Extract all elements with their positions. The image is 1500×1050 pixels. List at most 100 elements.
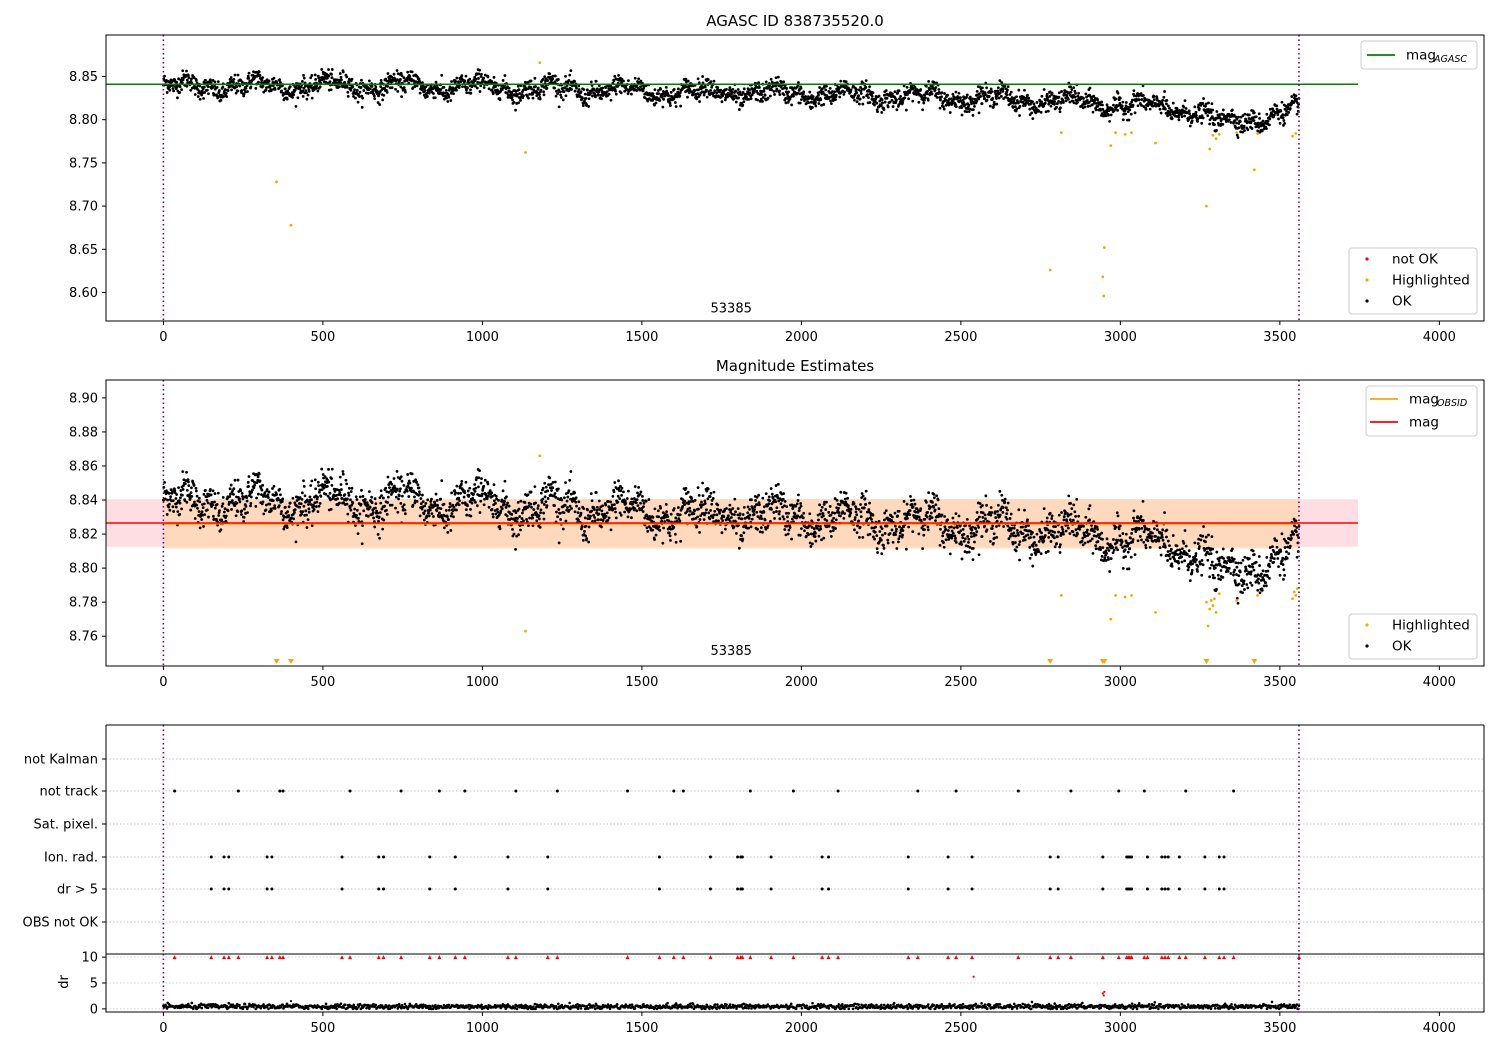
ok-point xyxy=(882,547,886,550)
ok-point xyxy=(327,74,331,78)
ok-point xyxy=(473,490,477,493)
ok-point xyxy=(591,94,594,98)
ok-point xyxy=(577,518,580,522)
ok-point xyxy=(465,513,469,517)
ok-point xyxy=(1005,93,1009,97)
ok-point xyxy=(324,80,328,84)
ok-point xyxy=(738,512,742,516)
ok-point xyxy=(796,91,800,95)
ok-point xyxy=(996,86,1000,90)
ok-point xyxy=(340,497,344,500)
ok-point xyxy=(291,496,295,500)
ok-point xyxy=(782,80,786,84)
ok-point xyxy=(379,489,383,493)
ok-point xyxy=(609,98,613,102)
ok-point xyxy=(550,489,553,492)
ok-point xyxy=(510,90,514,94)
ok-point xyxy=(701,481,705,485)
ok-point xyxy=(740,517,744,521)
ok-point xyxy=(223,88,227,91)
ok-point xyxy=(563,503,567,507)
ok-point xyxy=(641,499,645,502)
ok-point xyxy=(1069,85,1073,89)
ok-point xyxy=(951,92,955,96)
ok-point xyxy=(741,537,745,541)
ok-point xyxy=(168,88,172,92)
ok-point xyxy=(247,475,251,478)
ok-point xyxy=(442,97,446,101)
ok-point xyxy=(396,487,399,491)
ok-point xyxy=(209,493,213,497)
ok-point xyxy=(1294,94,1298,98)
ok-point xyxy=(314,505,318,508)
ok-point xyxy=(518,92,522,95)
ok-point xyxy=(406,70,410,74)
ok-point xyxy=(804,95,808,98)
ok-point xyxy=(1026,93,1029,97)
ok-point xyxy=(205,88,209,92)
ok-point xyxy=(644,499,648,503)
ok-point xyxy=(469,507,472,511)
ok-point xyxy=(643,516,647,520)
ok-point xyxy=(399,475,403,479)
ok-point xyxy=(704,511,708,515)
ok-point xyxy=(705,508,708,512)
ok-point xyxy=(1043,101,1047,105)
highlighted-point xyxy=(1048,268,1052,272)
ok-point xyxy=(778,510,781,513)
ok-point xyxy=(620,77,624,81)
ok-point xyxy=(862,506,866,510)
ok-point xyxy=(339,75,343,79)
ok-point xyxy=(855,91,859,95)
ok-point xyxy=(854,505,857,508)
ok-point xyxy=(1283,121,1287,125)
ok-point xyxy=(1281,113,1285,117)
panel-1-annotation: 53385 xyxy=(711,301,752,316)
ok-point xyxy=(543,495,547,499)
panel-1-title: AGASC ID 838735520.0 xyxy=(706,12,884,30)
ok-point xyxy=(451,503,455,507)
ok-point xyxy=(679,539,683,543)
ok-point xyxy=(187,480,190,484)
ok-point xyxy=(853,516,857,519)
ok-point xyxy=(667,94,671,98)
ok-point xyxy=(384,486,388,490)
ok-point xyxy=(292,93,296,97)
ok-point xyxy=(349,490,353,493)
ok-point xyxy=(577,500,581,504)
ok-point xyxy=(310,524,314,527)
ok-point xyxy=(220,518,224,522)
ok-point xyxy=(330,483,334,487)
ok-point xyxy=(841,510,845,514)
ok-point xyxy=(737,108,741,111)
ok-point xyxy=(924,84,928,88)
ok-point xyxy=(668,534,672,538)
ok-point xyxy=(445,96,449,100)
ok-point xyxy=(454,503,458,507)
ok-point xyxy=(460,74,464,78)
ok-point xyxy=(762,87,766,90)
ok-point xyxy=(318,85,322,89)
ok-point xyxy=(641,494,644,498)
ok-point xyxy=(262,512,266,516)
ok-point xyxy=(1194,114,1198,117)
ok-point xyxy=(427,514,431,518)
highlighted-point xyxy=(1130,131,1133,135)
ok-point xyxy=(1141,94,1145,97)
ok-point xyxy=(514,547,517,551)
ok-point xyxy=(174,505,178,509)
ok-point xyxy=(808,90,812,94)
ok-point xyxy=(347,77,351,81)
ok-point xyxy=(464,480,468,484)
ok-point xyxy=(1034,106,1038,110)
legend-marker xyxy=(1365,278,1369,282)
ok-point xyxy=(620,486,624,490)
ok-point xyxy=(1275,104,1279,108)
ok-point xyxy=(957,91,961,95)
ok-point xyxy=(1087,101,1091,104)
ok-point xyxy=(533,485,537,489)
ok-point xyxy=(1066,97,1070,101)
ok-point xyxy=(654,101,658,105)
ok-point xyxy=(486,75,490,79)
